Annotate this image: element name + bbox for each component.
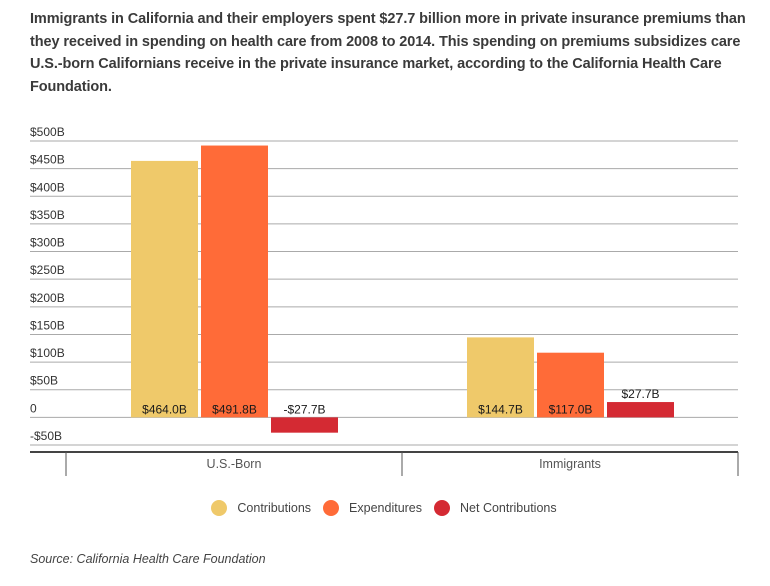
- bar-net-contributions: [607, 402, 674, 418]
- legend-item-contributions[interactable]: Contributions: [211, 500, 311, 516]
- legend-swatch-net-contributions: [434, 500, 451, 516]
- chart-description: Immigrants in California and their emplo…: [30, 11, 746, 95]
- data-label: $117.0B: [549, 402, 593, 416]
- legend-label: Net Contributions: [460, 501, 557, 515]
- y-tick-label: $50B: [30, 374, 58, 388]
- legend-item-expenditures[interactable]: Expenditures: [323, 500, 422, 516]
- legend-label: Contributions: [237, 501, 312, 515]
- legend-label: Expenditures: [349, 501, 423, 515]
- bar-expenditures: [201, 145, 268, 418]
- y-tick-label: $150B: [30, 318, 65, 332]
- data-label: $27.7B: [621, 387, 659, 401]
- y-tick-label: $400B: [30, 180, 65, 194]
- x-axis: U.S.-Born Immigrants: [30, 451, 739, 476]
- y-tick-label: $350B: [30, 208, 65, 222]
- data-label: $491.8B: [212, 402, 257, 416]
- bar-contributions: [131, 160, 198, 418]
- data-label: $464.0B: [142, 402, 187, 416]
- bars: [131, 145, 674, 433]
- y-tick-label: $250B: [30, 263, 65, 277]
- legend-item-net-contributions[interactable]: Net Contributions: [434, 500, 557, 516]
- data-label: $144.7B: [478, 402, 523, 416]
- bar-net-contributions: [271, 417, 338, 433]
- y-tick-label: $450B: [30, 153, 65, 167]
- y-axis-ticks: -$50B 0 $50B $100B $150B $200B $250B $300B $350B…: [30, 125, 65, 443]
- y-tick-label: -$50B: [30, 429, 62, 443]
- y-tick-label: $100B: [30, 346, 65, 360]
- bar-contributions: [467, 337, 534, 418]
- y-tick-label: 0: [30, 401, 37, 415]
- bar-expenditures: [537, 352, 604, 418]
- y-tick-label: $500B: [30, 125, 65, 139]
- data-labels: $464.0B $144.7B $491.8B $117.0B -$27.7B $27.7…: [142, 387, 659, 416]
- data-label: -$27.7B: [283, 402, 325, 416]
- legend: Contributions Expenditures Net Contribut…: [0, 500, 770, 516]
- y-tick-label: $200B: [30, 291, 65, 305]
- x-category-label: Immigrants: [539, 457, 601, 471]
- x-category-label: U.S.-Born: [207, 457, 262, 471]
- legend-swatch-expenditures: [323, 500, 340, 516]
- legend-swatch-contributions: [211, 500, 228, 516]
- source-note: Source: California Health Care Foundatio…: [30, 552, 266, 566]
- y-tick-label: $300B: [30, 236, 65, 250]
